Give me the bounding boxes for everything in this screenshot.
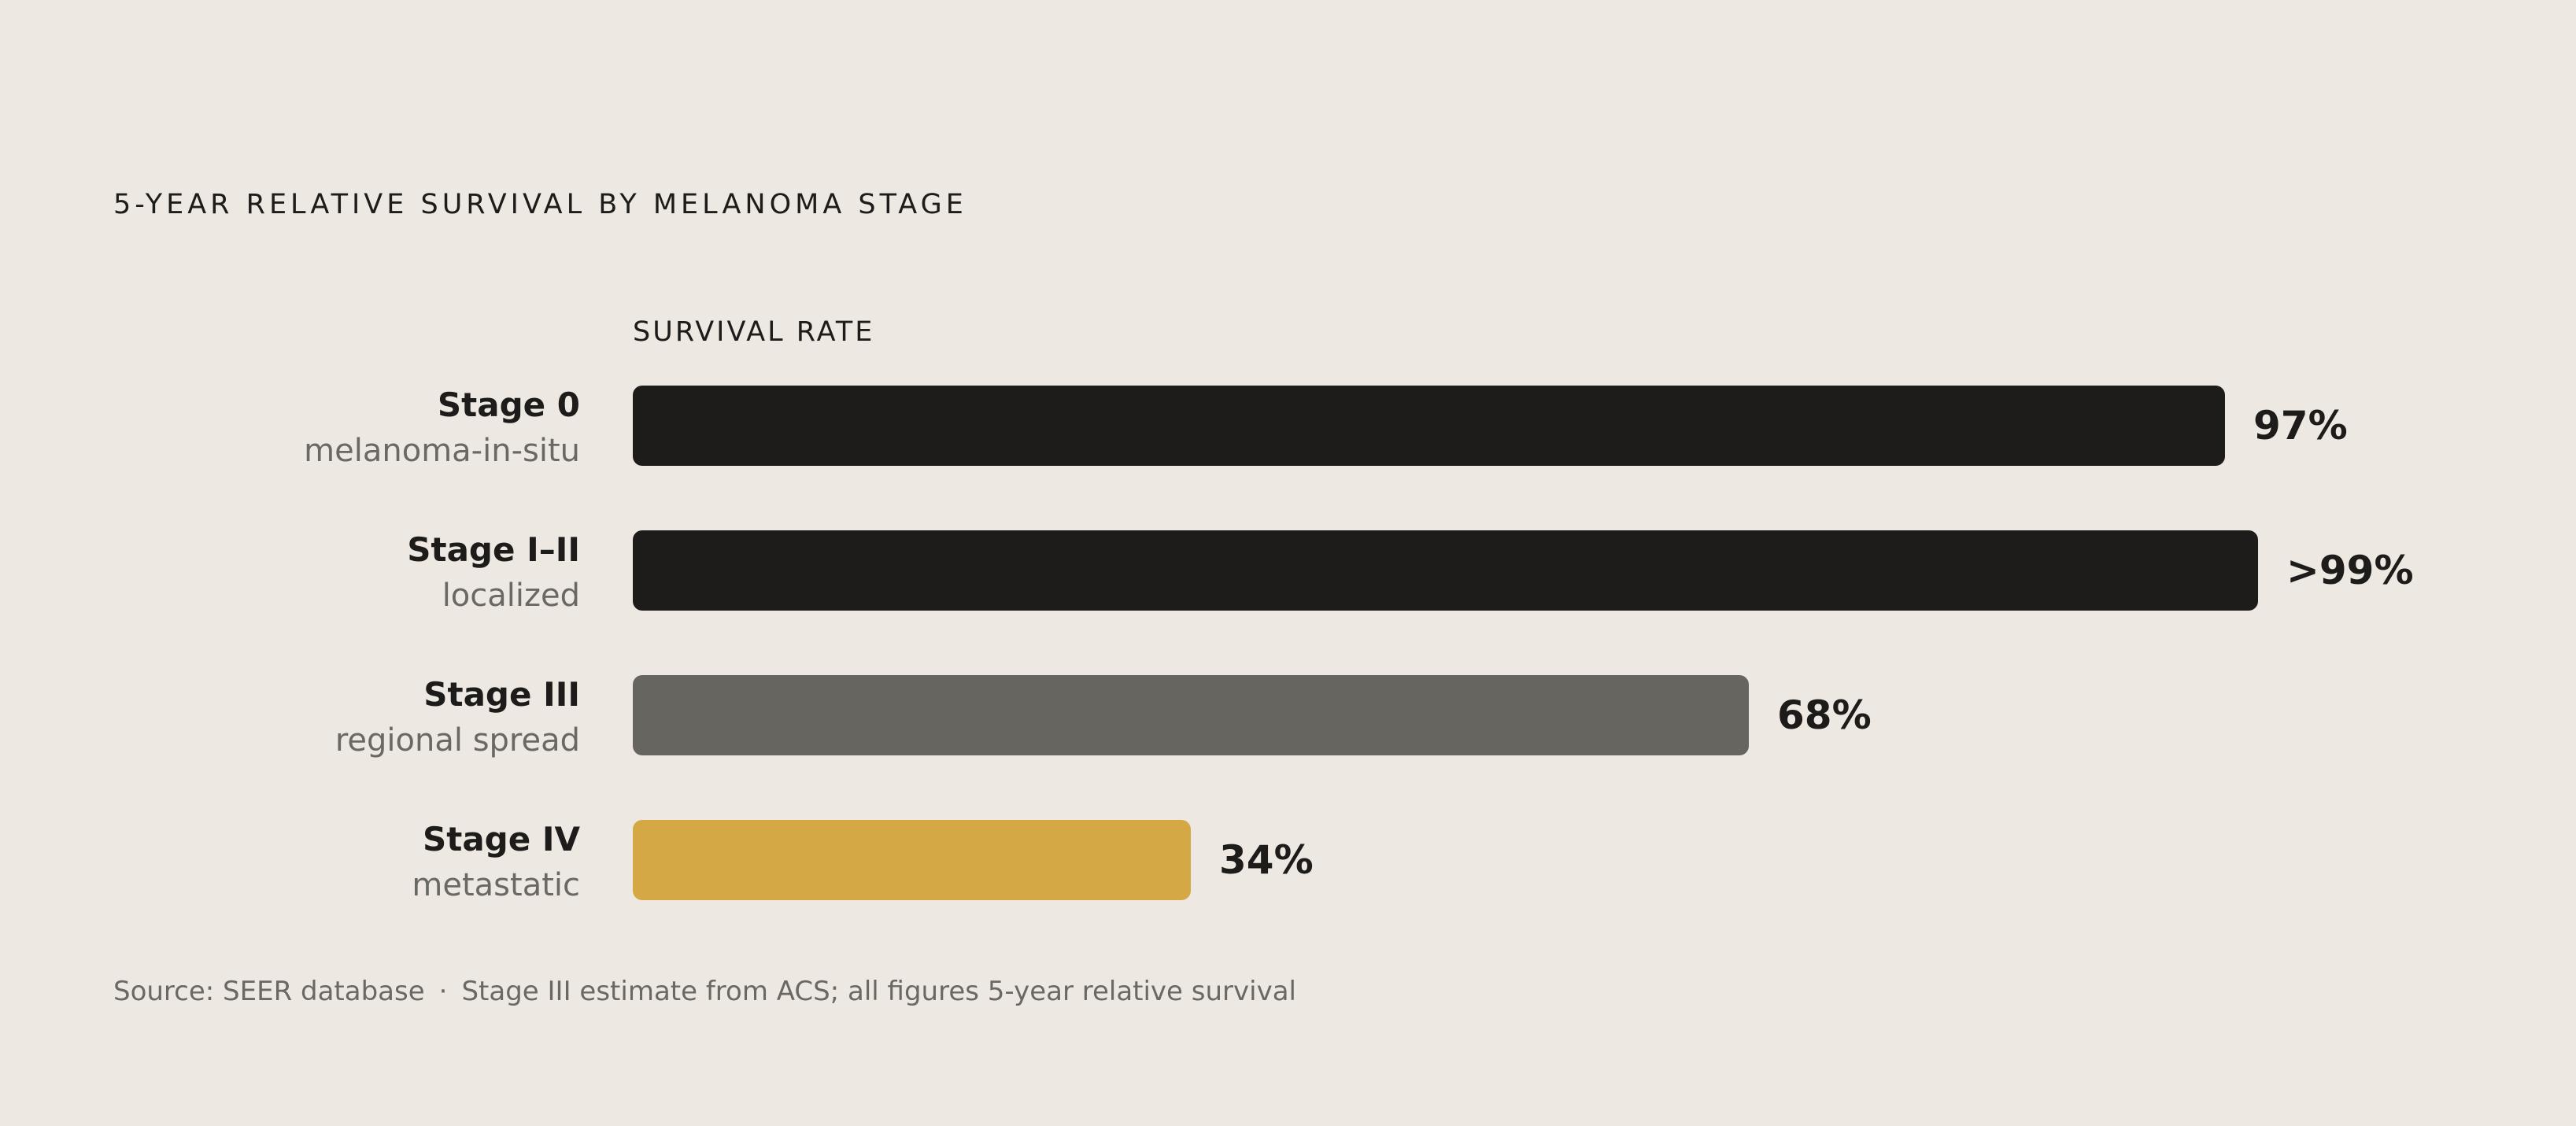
- category-subtitle: regional spread: [334, 722, 580, 759]
- bar: [633, 820, 1191, 900]
- category-name: Stage I–II: [407, 530, 580, 569]
- category-subtitle: metastatic: [412, 867, 580, 903]
- category-label: Stage IV metastatic: [412, 817, 580, 908]
- value-label: 34%: [1219, 837, 1314, 883]
- bar-row: Stage I–II localized >99%: [0, 530, 2576, 614]
- category-name: Stage III: [423, 675, 580, 714]
- category-subtitle: localized: [442, 578, 580, 614]
- bar: [633, 530, 2258, 611]
- value-label: >99%: [2286, 548, 2414, 593]
- bar-row: Stage IV metastatic 34%: [0, 820, 2576, 903]
- category-name: Stage IV: [423, 820, 580, 858]
- footnote-separator: ·: [438, 976, 448, 1007]
- bar-row: Stage III regional spread 68%: [0, 675, 2576, 759]
- category-subtitle: melanoma-in-situ: [304, 433, 580, 469]
- x-axis-label: SURVIVAL RATE: [633, 316, 875, 348]
- category-name: Stage 0: [437, 386, 580, 424]
- footnote-note: Stage III estimate from ACS; all figures…: [461, 976, 1296, 1007]
- category-label: Stage I–II localized: [407, 527, 580, 618]
- chart-title: 5-YEAR RELATIVE SURVIVAL BY MELANOMA STA…: [113, 189, 967, 220]
- value-label: 97%: [2253, 403, 2348, 449]
- footnote-source: Source: SEER database: [113, 976, 425, 1007]
- category-label: Stage 0 melanoma-in-situ: [304, 382, 580, 474]
- bar: [633, 675, 1749, 755]
- value-label: 68%: [1777, 692, 1872, 738]
- bar: [633, 386, 2225, 466]
- footnote: Source: SEER database · Stage III estimate…: [113, 976, 1296, 1007]
- bar-row: Stage 0 melanoma-in-situ 97%: [0, 386, 2576, 469]
- category-label: Stage III regional spread: [335, 672, 580, 763]
